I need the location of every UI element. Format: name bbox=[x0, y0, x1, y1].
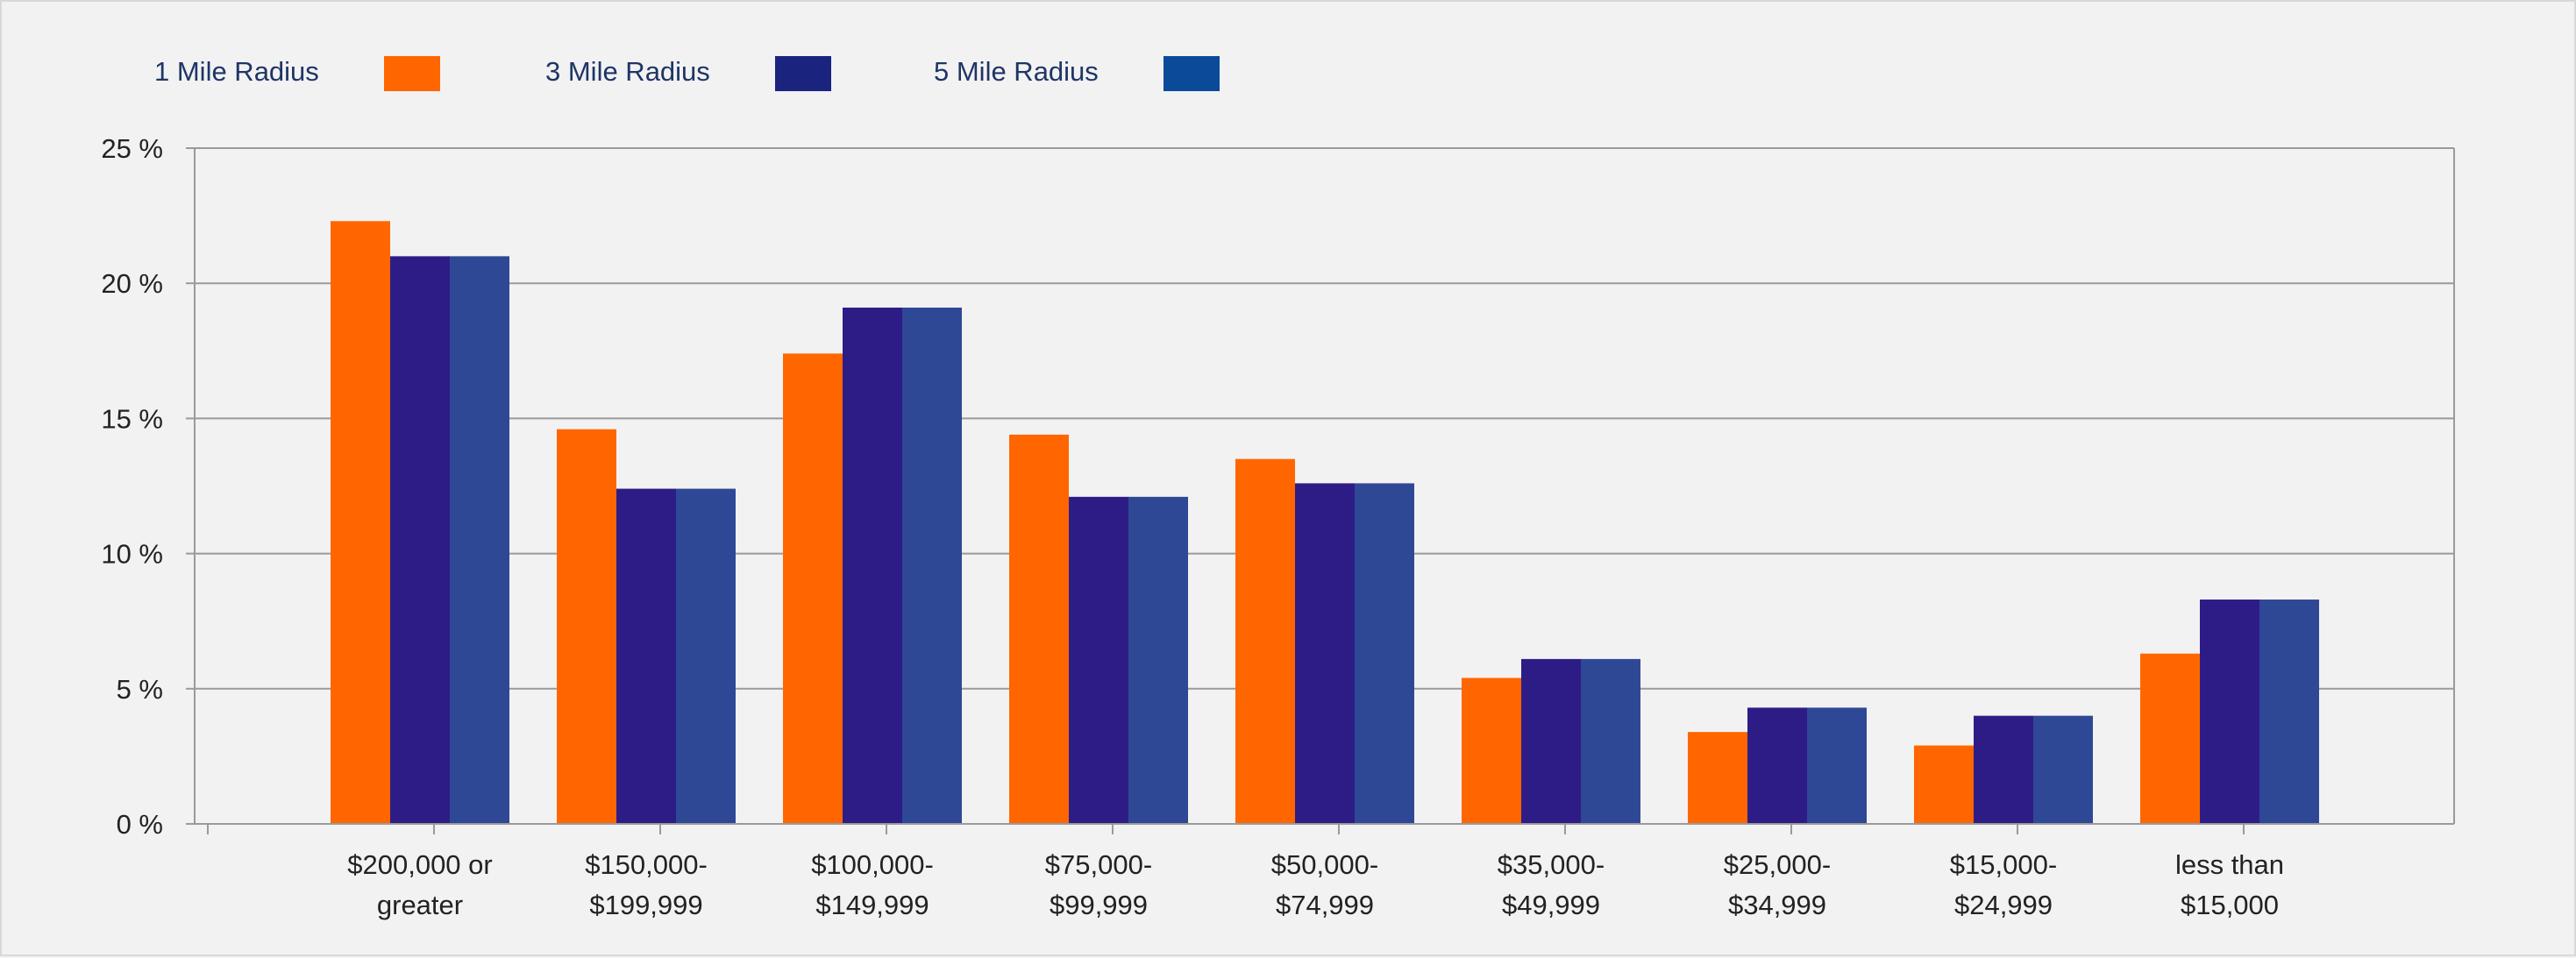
y-tick-label: 25 % bbox=[101, 133, 163, 164]
x-category-label: $24,999 bbox=[1954, 890, 2053, 920]
legend-label: 1 Mile Radius bbox=[154, 56, 319, 87]
bar-5-mile-radius bbox=[902, 307, 962, 824]
x-category-label: $99,999 bbox=[1050, 890, 1148, 920]
axis-layer: 0 % 5 % 10 % 15 % 20 % 25 % $200,000 or greater… bbox=[101, 133, 2454, 920]
legend: 1 Mile Radius 3 Mile Radius 5 Mile Radius bbox=[154, 56, 1220, 91]
bar-5-mile-radius bbox=[450, 256, 509, 824]
bar-5-mile-radius bbox=[1581, 658, 1640, 824]
bar-1-mile-radius bbox=[1914, 745, 1974, 824]
bar-3-mile-radius bbox=[1521, 658, 1581, 824]
x-category-label: $35,000- bbox=[1498, 849, 1605, 880]
bar-3-mile-radius bbox=[1747, 707, 1807, 824]
x-category-label: greater bbox=[377, 890, 463, 920]
bar-5-mile-radius bbox=[1355, 483, 1414, 824]
bar-3-mile-radius bbox=[390, 256, 450, 824]
bar-1-mile-radius bbox=[1688, 732, 1747, 824]
bar-5-mile-radius bbox=[2033, 715, 2093, 824]
y-tick-label: 10 % bbox=[101, 539, 163, 570]
x-category-label: $100,000- bbox=[811, 849, 934, 880]
bar-5-mile-radius bbox=[1128, 496, 1188, 824]
x-category-label: $74,999 bbox=[1276, 890, 1374, 920]
y-tick-label: 5 % bbox=[117, 674, 163, 705]
legend-label: 5 Mile Radius bbox=[934, 56, 1099, 87]
bar-3-mile-radius bbox=[1974, 715, 2033, 824]
bar-1-mile-radius bbox=[1009, 434, 1069, 824]
x-category-label: $199,999 bbox=[589, 890, 702, 920]
x-category-label: less than bbox=[2175, 849, 2284, 880]
x-category-label: $150,000- bbox=[585, 849, 708, 880]
bar-3-mile-radius bbox=[843, 307, 902, 824]
x-category-label: $200,000 or bbox=[347, 849, 492, 880]
x-category-label: $49,999 bbox=[1502, 890, 1600, 920]
y-tick-label: 15 % bbox=[101, 403, 163, 434]
y-tick-label: 0 % bbox=[117, 809, 163, 840]
bar-3-mile-radius bbox=[1295, 483, 1355, 824]
bar-3-mile-radius bbox=[616, 488, 676, 824]
bars-layer bbox=[331, 221, 2319, 824]
bar-1-mile-radius bbox=[783, 353, 843, 824]
bar-1-mile-radius bbox=[1462, 678, 1521, 824]
bar-3-mile-radius bbox=[1069, 496, 1128, 824]
bar-5-mile-radius bbox=[676, 488, 736, 824]
x-category-label: $50,000- bbox=[1271, 849, 1378, 880]
bar-3-mile-radius bbox=[2200, 600, 2259, 824]
x-category-label: $15,000 bbox=[2181, 890, 2279, 920]
legend-swatch bbox=[775, 56, 831, 91]
x-category-label: $15,000- bbox=[1950, 849, 2057, 880]
bar-5-mile-radius bbox=[2259, 600, 2319, 824]
bar-1-mile-radius bbox=[557, 429, 616, 824]
legend-label: 3 Mile Radius bbox=[545, 56, 710, 87]
legend-swatch bbox=[384, 56, 440, 91]
bar-1-mile-radius bbox=[2140, 653, 2200, 824]
x-category-label: $25,000- bbox=[1724, 849, 1831, 880]
x-category-label: $75,000- bbox=[1045, 849, 1152, 880]
legend-swatch bbox=[1163, 56, 1220, 91]
x-category-label: $34,999 bbox=[1728, 890, 1826, 920]
x-category-label: $149,999 bbox=[815, 890, 929, 920]
bar-5-mile-radius bbox=[1807, 707, 1867, 824]
bar-1-mile-radius bbox=[331, 221, 390, 824]
bar-1-mile-radius bbox=[1235, 458, 1295, 824]
y-tick-label: 20 % bbox=[101, 268, 163, 299]
